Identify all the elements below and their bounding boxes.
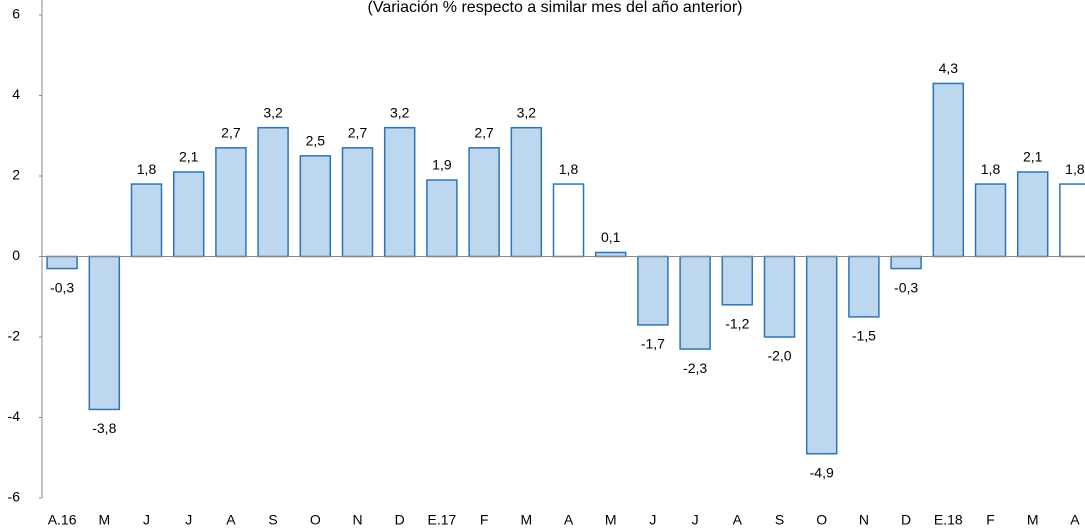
bar: [257, 126, 289, 258]
value-label: 2,7: [474, 125, 494, 141]
bar: [1059, 183, 1085, 258]
x-tick-label: M: [605, 512, 617, 528]
bar: [468, 147, 500, 258]
bar: [974, 183, 1007, 258]
bar: [383, 126, 416, 258]
x-tick-label: J: [185, 512, 192, 528]
y-tick-label: 6: [12, 6, 20, 22]
x-tick-label: N: [859, 512, 869, 528]
x-tick-label: A.16: [48, 512, 77, 528]
value-label: -3,8: [92, 420, 116, 436]
x-tick-label: A: [226, 512, 236, 528]
y-tick-label: 4: [12, 86, 20, 102]
x-tick-label: J: [649, 512, 656, 528]
x-tick-label: A: [564, 512, 574, 528]
x-tick-label: S: [775, 512, 784, 528]
bar: [1016, 171, 1049, 258]
x-tick-label: O: [816, 512, 827, 528]
value-label: 2,7: [221, 125, 241, 141]
chart-title: (Variación % respecto a similar mes del …: [368, 0, 743, 16]
value-label: -2,3: [683, 360, 707, 376]
y-tick-label: -2: [8, 328, 21, 344]
value-label: -4,9: [810, 464, 834, 480]
value-label: 2,5: [306, 133, 326, 149]
bar: [763, 255, 796, 338]
y-tick-label: 0: [12, 247, 20, 263]
x-tick-label: F: [480, 512, 489, 528]
x-tick-label: O: [310, 512, 321, 528]
value-label: -1,7: [641, 336, 665, 352]
bar: [88, 255, 121, 411]
value-label: 1,9: [432, 157, 452, 173]
x-tick-label: S: [268, 512, 277, 528]
value-label: 2,7: [348, 125, 368, 141]
value-label: -0,3: [894, 279, 918, 295]
value-label: 3,2: [517, 104, 537, 120]
bar: [721, 255, 754, 306]
value-label: 2,1: [1023, 149, 1043, 165]
bar: [594, 251, 627, 258]
x-tick-label: J: [692, 512, 699, 528]
value-label: -2,0: [767, 348, 791, 364]
x-tick-label: E.17: [427, 512, 456, 528]
value-label: 2,1: [179, 149, 199, 165]
value-label: 3,2: [390, 104, 410, 120]
value-label: 4,3: [939, 60, 959, 76]
value-label: 1,8: [1065, 161, 1085, 177]
y-tick-label: -6: [8, 489, 21, 505]
value-label: 1,8: [559, 161, 579, 177]
x-tick-label: M: [1027, 512, 1039, 528]
y-tick-label: -4: [8, 408, 21, 424]
bar: [510, 126, 543, 258]
x-tick-label: D: [395, 512, 405, 528]
x-tick-label: J: [143, 512, 150, 528]
bar: [172, 171, 205, 258]
x-tick-label: F: [986, 512, 995, 528]
bar: [130, 183, 163, 258]
value-label: 1,8: [137, 161, 157, 177]
bar: [426, 179, 458, 258]
y-tick-label: 2: [12, 167, 20, 183]
value-label: 3,2: [263, 104, 283, 120]
x-tick-label: E.18: [934, 512, 963, 528]
bar: [299, 155, 332, 258]
x-tick-label: M: [520, 512, 532, 528]
value-label: -0,3: [50, 279, 74, 295]
bar: [552, 183, 585, 258]
x-tick-label: A: [733, 512, 743, 528]
value-label: 1,8: [981, 161, 1001, 177]
value-label: -1,5: [852, 328, 876, 344]
bar: [215, 147, 247, 258]
bar: [46, 255, 78, 270]
x-tick-label: N: [352, 512, 362, 528]
bar: [890, 255, 922, 270]
bar: [805, 255, 838, 455]
x-tick-label: A: [1070, 512, 1080, 528]
value-label: 0,1: [601, 229, 621, 245]
x-tick-label: D: [901, 512, 911, 528]
bar: [932, 82, 965, 258]
value-label: -1,2: [725, 316, 749, 332]
bar: [848, 255, 880, 318]
bar: [679, 255, 711, 350]
bar: [341, 147, 374, 258]
bar: [637, 255, 669, 326]
x-tick-label: M: [98, 512, 110, 528]
